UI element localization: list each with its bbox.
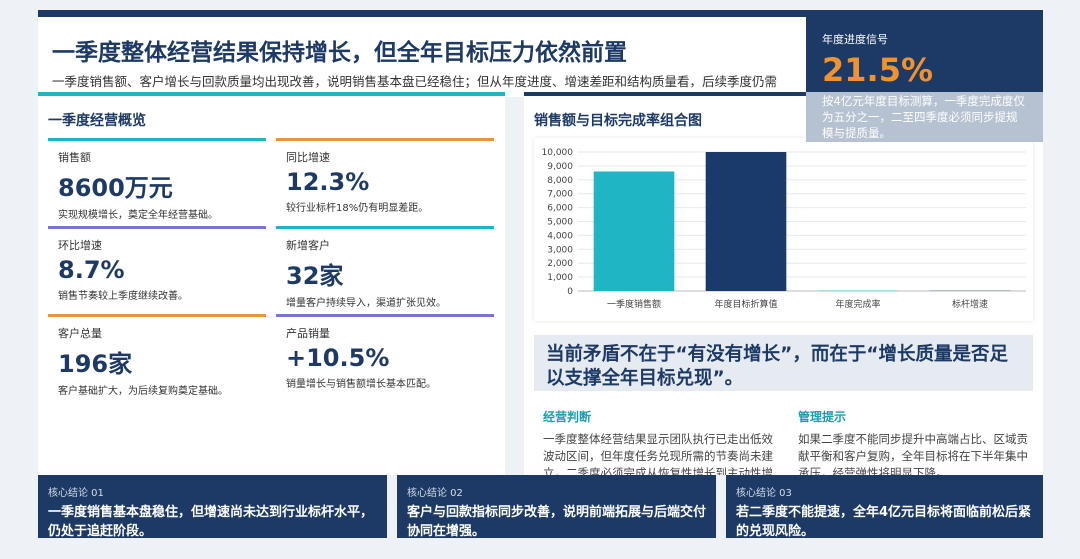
y-tick-label: 9,000: [547, 162, 573, 172]
quote: 当前矛盾不在于“有没有增长”，而在于“增长质量是否足以支撑全年目标兑现”。: [534, 335, 1033, 391]
header: 一季度整体经营结果保持增长，但全年目标压力依然前置 一季度销售额、客户增长与回款…: [38, 17, 806, 106]
conclusion-text: 若二季度不能提速，全年4亿元目标将面临前松后紧的兑现风险。: [736, 505, 1032, 539]
overview-panel: 一季度经营概览 销售额 8600万元实现规模增长，奠定全年经营基础。 同比增速 12.…: [38, 92, 505, 475]
analysis: 经营判断 一季度整体经营结果显示团队执行已走出低效波动区间，但年度任务兑现所需的…: [543, 408, 783, 475]
y-tick-label: 10,000: [542, 148, 574, 158]
chart-panel: 销售额与目标完成率组合图 0 1,000 2,000 3,000 4,000 5,000 6…: [524, 92, 1043, 475]
kpi-note: 实现规模增长，奠定全年经营基础。: [58, 210, 218, 221]
y-tick-label: 8,000: [547, 176, 573, 186]
kpi-value: 32家: [286, 262, 344, 290]
analysis-text: 一季度整体经营结果显示团队执行已走出低效波动区间，但年度任务兑现所需的节奏尚未建…: [543, 432, 773, 475]
kpi-card: 环比增速 8.7% 销售节奏较上季度继续改善。: [48, 226, 266, 306]
kpi-note: 销量增长与销售额增长基本匹配。: [286, 379, 436, 390]
kpi-card: 产品销量 +10.5% 销量增长与销售额增长基本匹配。: [276, 314, 494, 394]
x-tick-label: 年度目标折算值: [714, 298, 777, 310]
kpi-value: +10.5%: [286, 344, 390, 372]
kpi-note: 较行业标杆18%仍有明显差距。: [286, 203, 429, 214]
x-tick-label: 一季度销售额: [607, 298, 661, 310]
signal-value: 21.5%: [822, 51, 934, 89]
conclusion-label: 核心结论 03: [736, 488, 792, 499]
conclusion-text: 一季度销售基本盘稳住，但增速尚未达到行业标杆水平，仍处于追赶阶段。: [48, 505, 374, 539]
kpi-value: 12.3%: [286, 168, 370, 196]
kpi-card: 销售额 8600万元实现规模增长，奠定全年经营基础。: [48, 138, 266, 221]
x-tick-label: 标杆增速: [952, 298, 988, 310]
kpi-card: 客户总量 196家客户基础扩大，为后续复购奠定基础。: [48, 314, 266, 397]
title: 一季度整体经营结果保持增长，但全年目标压力依然前置: [52, 40, 627, 66]
chart: 0 1,000 2,000 3,000 4,000 5,000 6,000 7,000 8,00…: [542, 148, 1026, 310]
kpi-label: 产品销量: [286, 327, 330, 340]
signal-label: 年度进度信号: [822, 33, 888, 46]
top-bar: [38, 10, 1043, 17]
y-tick-label: 7,000: [547, 190, 573, 200]
kpi-note: 增量客户持续导入，渠道扩张见效。: [286, 298, 446, 309]
kpi-label: 环比增速: [58, 239, 102, 252]
kpi-note: 客户基础扩大，为后续复购奠定基础。: [58, 386, 228, 397]
kpi-label: 同比增速: [286, 151, 330, 164]
panel-title: 一季度经营概览: [48, 113, 146, 129]
kpi-label: 客户总量: [58, 327, 102, 340]
y-tick-label: 6,000: [547, 204, 573, 214]
kpi-card: 新增客户 32家增量客户持续导入，渠道扩张见效。: [276, 226, 494, 309]
conclusion: 核心结论 03 若二季度不能提速，全年4亿元目标将面临前松后紧的兑现风险。: [726, 475, 1043, 539]
conclusion-label: 核心结论 01: [48, 488, 104, 499]
kpi-card: 同比增速 12.3% 较行业标杆18%仍有明显差距。: [276, 138, 494, 218]
analysis-title: 经营判断: [543, 410, 592, 424]
y-tick-label: 0: [567, 287, 573, 297]
y-tick-label: 1,000: [547, 273, 573, 283]
analysis: 管理提示 如果二季度不能同步提升中高端占比、区域贡献平衡和客户复购，全年目标将在…: [798, 408, 1038, 475]
panel-title: 销售额与目标完成率组合图: [534, 113, 702, 129]
kpi-label: 销售额: [58, 151, 91, 164]
kpi-value: 196家: [58, 350, 133, 378]
signal-note: 按4亿元年度目标测算，一季度完成度仅为五分之一，二至四季度必须同步提规模与提质量…: [822, 94, 1025, 140]
x-tick-label: 年度完成率: [835, 298, 880, 310]
bar: [593, 171, 675, 291]
y-tick-label: 4,000: [547, 231, 573, 241]
kpi-label: 新增客户: [286, 239, 330, 252]
y-tick-label: 5,000: [547, 218, 573, 228]
kpi-note: 销售节奏较上季度继续改善。: [58, 291, 188, 302]
analysis-text: 如果二季度不能同步提升中高端占比、区域贡献平衡和客户复购，全年目标将在下半年集中…: [798, 432, 1028, 475]
kpi-value: 8.7%: [58, 256, 125, 284]
kpi-value: 8600万元: [58, 174, 173, 202]
signal-box: 年度进度信号 21.5% 按4亿元年度目标测算，一季度完成度仅为五分之一，二至四…: [806, 17, 1043, 142]
bar: [705, 152, 787, 291]
chart-box: 0 1,000 2,000 3,000 4,000 5,000 6,000 7,000 8,00…: [534, 138, 1033, 321]
conclusion-label: 核心结论 02: [407, 488, 463, 499]
conclusion: 核心结论 02 客户与回款指标同步改善，说明前端拓展与后端交付协同在增强。: [397, 475, 716, 539]
y-tick-label: 2,000: [547, 259, 573, 269]
y-tick-label: 3,000: [547, 245, 573, 255]
analysis-title: 管理提示: [798, 410, 847, 424]
conclusion-text: 客户与回款指标同步改善，说明前端拓展与后端交付协同在增强。: [407, 505, 707, 539]
conclusion: 核心结论 01 一季度销售基本盘稳住，但增速尚未达到行业标杆水平，仍处于追赶阶段…: [38, 475, 387, 539]
